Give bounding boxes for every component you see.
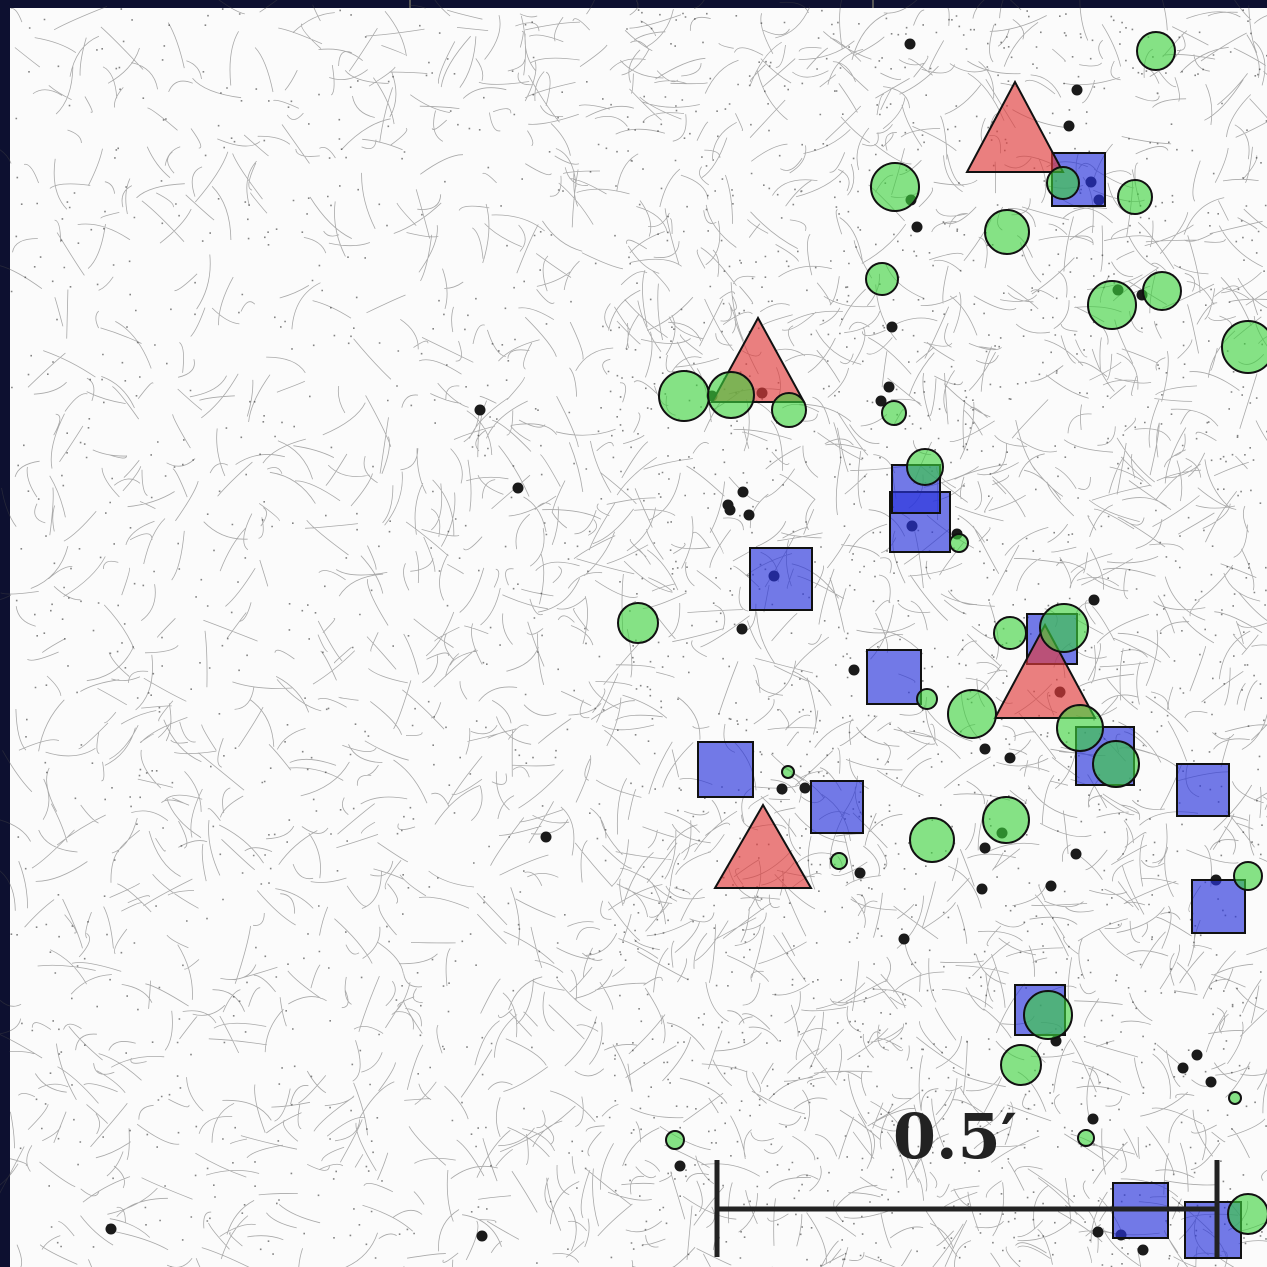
circle-marker (994, 617, 1026, 649)
point-source (675, 1161, 686, 1172)
point-source (800, 783, 811, 794)
circle-marker (1234, 862, 1262, 890)
circle-marker (782, 766, 794, 778)
point-source (513, 483, 524, 494)
circle-marker (907, 449, 943, 485)
square-marker (867, 650, 921, 704)
page: 0.5′ (() => { const data = JSON.parse(do… (0, 0, 1267, 1267)
point-source (887, 322, 898, 333)
circle-marker (950, 534, 968, 552)
point-source (737, 624, 748, 635)
circle-marker (1137, 32, 1175, 70)
circle-marker (659, 371, 709, 421)
circle-marker (882, 401, 906, 425)
circle-marker (985, 210, 1029, 254)
circle-marker (1040, 604, 1088, 652)
point-source (777, 784, 788, 795)
square-marker (1192, 880, 1245, 933)
point-source (980, 744, 991, 755)
circle-marker (1057, 705, 1103, 751)
point-source (884, 382, 895, 393)
point-source (849, 665, 860, 676)
circle-marker (666, 1131, 684, 1149)
point-source (1206, 1077, 1217, 1088)
point-source (977, 884, 988, 895)
point-source (1138, 1245, 1149, 1256)
point-source (541, 832, 552, 843)
circle-marker (1088, 281, 1136, 329)
point-source (1071, 849, 1082, 860)
point-source (106, 1224, 117, 1235)
circle-marker (1078, 1130, 1094, 1146)
point-source (905, 39, 916, 50)
point-source (1178, 1063, 1189, 1074)
point-source (912, 222, 923, 233)
circle-marker (1118, 180, 1152, 214)
circle-marker (866, 263, 898, 295)
point-source (738, 487, 749, 498)
square-marker (811, 781, 863, 833)
point-source (477, 1231, 488, 1242)
circle-marker (708, 372, 754, 418)
circle-marker (772, 393, 806, 427)
circle-marker (871, 163, 919, 211)
circle-marker (917, 689, 937, 709)
square-marker (750, 548, 812, 610)
scale-bar-label: 0.5′ (893, 1100, 1017, 1173)
point-source (1064, 121, 1075, 132)
circle-marker (618, 603, 658, 643)
point-source (1005, 753, 1016, 764)
circle-marker (910, 818, 954, 862)
circle-marker (1143, 272, 1181, 310)
point-source (1072, 85, 1083, 96)
point-source (899, 934, 910, 945)
circle-marker (1001, 1045, 1041, 1085)
square-marker (1177, 764, 1229, 816)
circle-marker (1222, 321, 1267, 373)
point-source (744, 510, 755, 521)
circle-marker (1093, 741, 1139, 787)
figure: 0.5′ (0, 0, 1267, 1267)
circle-marker (1229, 1092, 1241, 1104)
point-source (980, 843, 991, 854)
point-source (475, 405, 486, 416)
circle-marker (1228, 1194, 1267, 1234)
circle-marker (983, 797, 1029, 843)
point-source (1093, 1227, 1104, 1238)
point-source (855, 868, 866, 879)
circle-marker (831, 853, 847, 869)
square-marker (698, 742, 753, 797)
point-source (1089, 595, 1100, 606)
point-source (1088, 1114, 1099, 1125)
circle-marker (1024, 991, 1072, 1039)
circle-marker (948, 690, 996, 738)
point-source (1192, 1050, 1203, 1061)
circle-marker (1047, 167, 1079, 199)
point-source (723, 500, 734, 511)
point-source (1046, 881, 1057, 892)
